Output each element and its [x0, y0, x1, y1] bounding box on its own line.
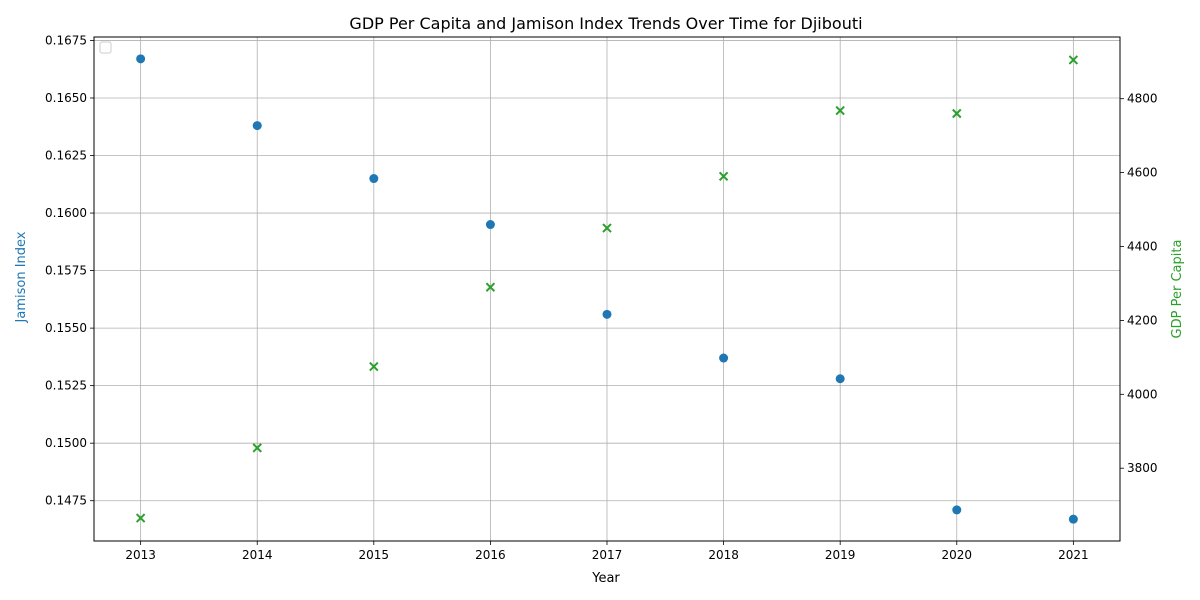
marker-stroke — [252, 443, 262, 453]
x-axis-label: Year — [591, 571, 620, 586]
left-tick-label: 0.1650 — [45, 91, 87, 105]
jamison-index-point — [136, 54, 146, 64]
gdp-per-capita-point — [602, 223, 612, 233]
legend-box — [99, 41, 112, 54]
right-tick-label: 4800 — [1127, 92, 1158, 106]
grid-lines — [94, 37, 1120, 541]
x-tick-label: 2013 — [125, 548, 156, 562]
x-tick-label: 2015 — [359, 548, 390, 562]
left-tick-label: 0.1625 — [45, 149, 87, 163]
right-axis-label: GDP Per Capita — [1170, 240, 1185, 339]
gdp-per-capita-point — [135, 513, 146, 523]
gdp-per-capita-point — [252, 443, 262, 453]
marker-stroke — [602, 223, 612, 233]
x-tick-label: 2014 — [242, 548, 273, 562]
jamison-index-point — [952, 505, 962, 515]
jamison-index-point — [485, 220, 495, 230]
marker-stroke — [485, 282, 496, 292]
gdp-per-capita-point — [1068, 55, 1079, 65]
chart-title: GDP Per Capita and Jamison Index Trends … — [349, 14, 862, 33]
jamison-index-point — [1068, 514, 1078, 524]
axes — [90, 36, 1124, 545]
left-axis-label: Jamison Index — [14, 231, 29, 323]
right-tick-label: 4200 — [1127, 313, 1158, 327]
left-tick-label: 0.1550 — [45, 321, 87, 335]
x-tick-label: 2020 — [941, 548, 972, 562]
jamison-index-point — [602, 309, 612, 319]
x-tick-label: 2019 — [825, 548, 856, 562]
gdp-per-capita-point — [485, 282, 496, 292]
gdp-per-capita-point — [369, 361, 379, 372]
x-tick-label: 2016 — [475, 548, 506, 562]
left-tick-label: 0.1600 — [45, 206, 87, 220]
marker-stroke — [835, 105, 845, 116]
marker-stroke — [718, 171, 729, 182]
plot-frame — [93, 36, 1121, 542]
left-tick-label: 0.1525 — [45, 379, 87, 393]
gdp-per-capita-point — [952, 108, 962, 119]
marker-stroke — [952, 108, 962, 119]
jamison-index-point — [835, 374, 845, 384]
x-tick-label: 2017 — [592, 548, 623, 562]
jamison-index-point — [719, 353, 729, 363]
marker-stroke — [1068, 55, 1079, 65]
gdp-per-capita-point — [718, 171, 729, 182]
gdp-per-capita-point — [835, 105, 845, 116]
left-tick-label: 0.1575 — [45, 264, 87, 278]
jamison-index-point — [252, 121, 262, 131]
jamison-index-point — [369, 174, 379, 184]
marker-stroke — [135, 513, 146, 523]
right-tick-label: 4400 — [1127, 240, 1158, 254]
x-tick-label: 2021 — [1058, 548, 1089, 562]
marker-stroke — [369, 361, 379, 372]
x-tick-label: 2018 — [708, 548, 739, 562]
tick-labels: 2013 2014 2015 2016 2017 2018 2019 2020 2021 0.14… — [45, 33, 1158, 562]
data-points — [135, 54, 1079, 524]
right-tick-label: 4000 — [1127, 387, 1158, 401]
right-tick-label: 3800 — [1127, 461, 1158, 475]
left-tick-label: 0.1675 — [45, 33, 87, 47]
left-tick-label: 0.1475 — [45, 494, 87, 508]
left-tick-label: 0.1500 — [45, 436, 87, 450]
right-tick-label: 4600 — [1127, 166, 1158, 180]
